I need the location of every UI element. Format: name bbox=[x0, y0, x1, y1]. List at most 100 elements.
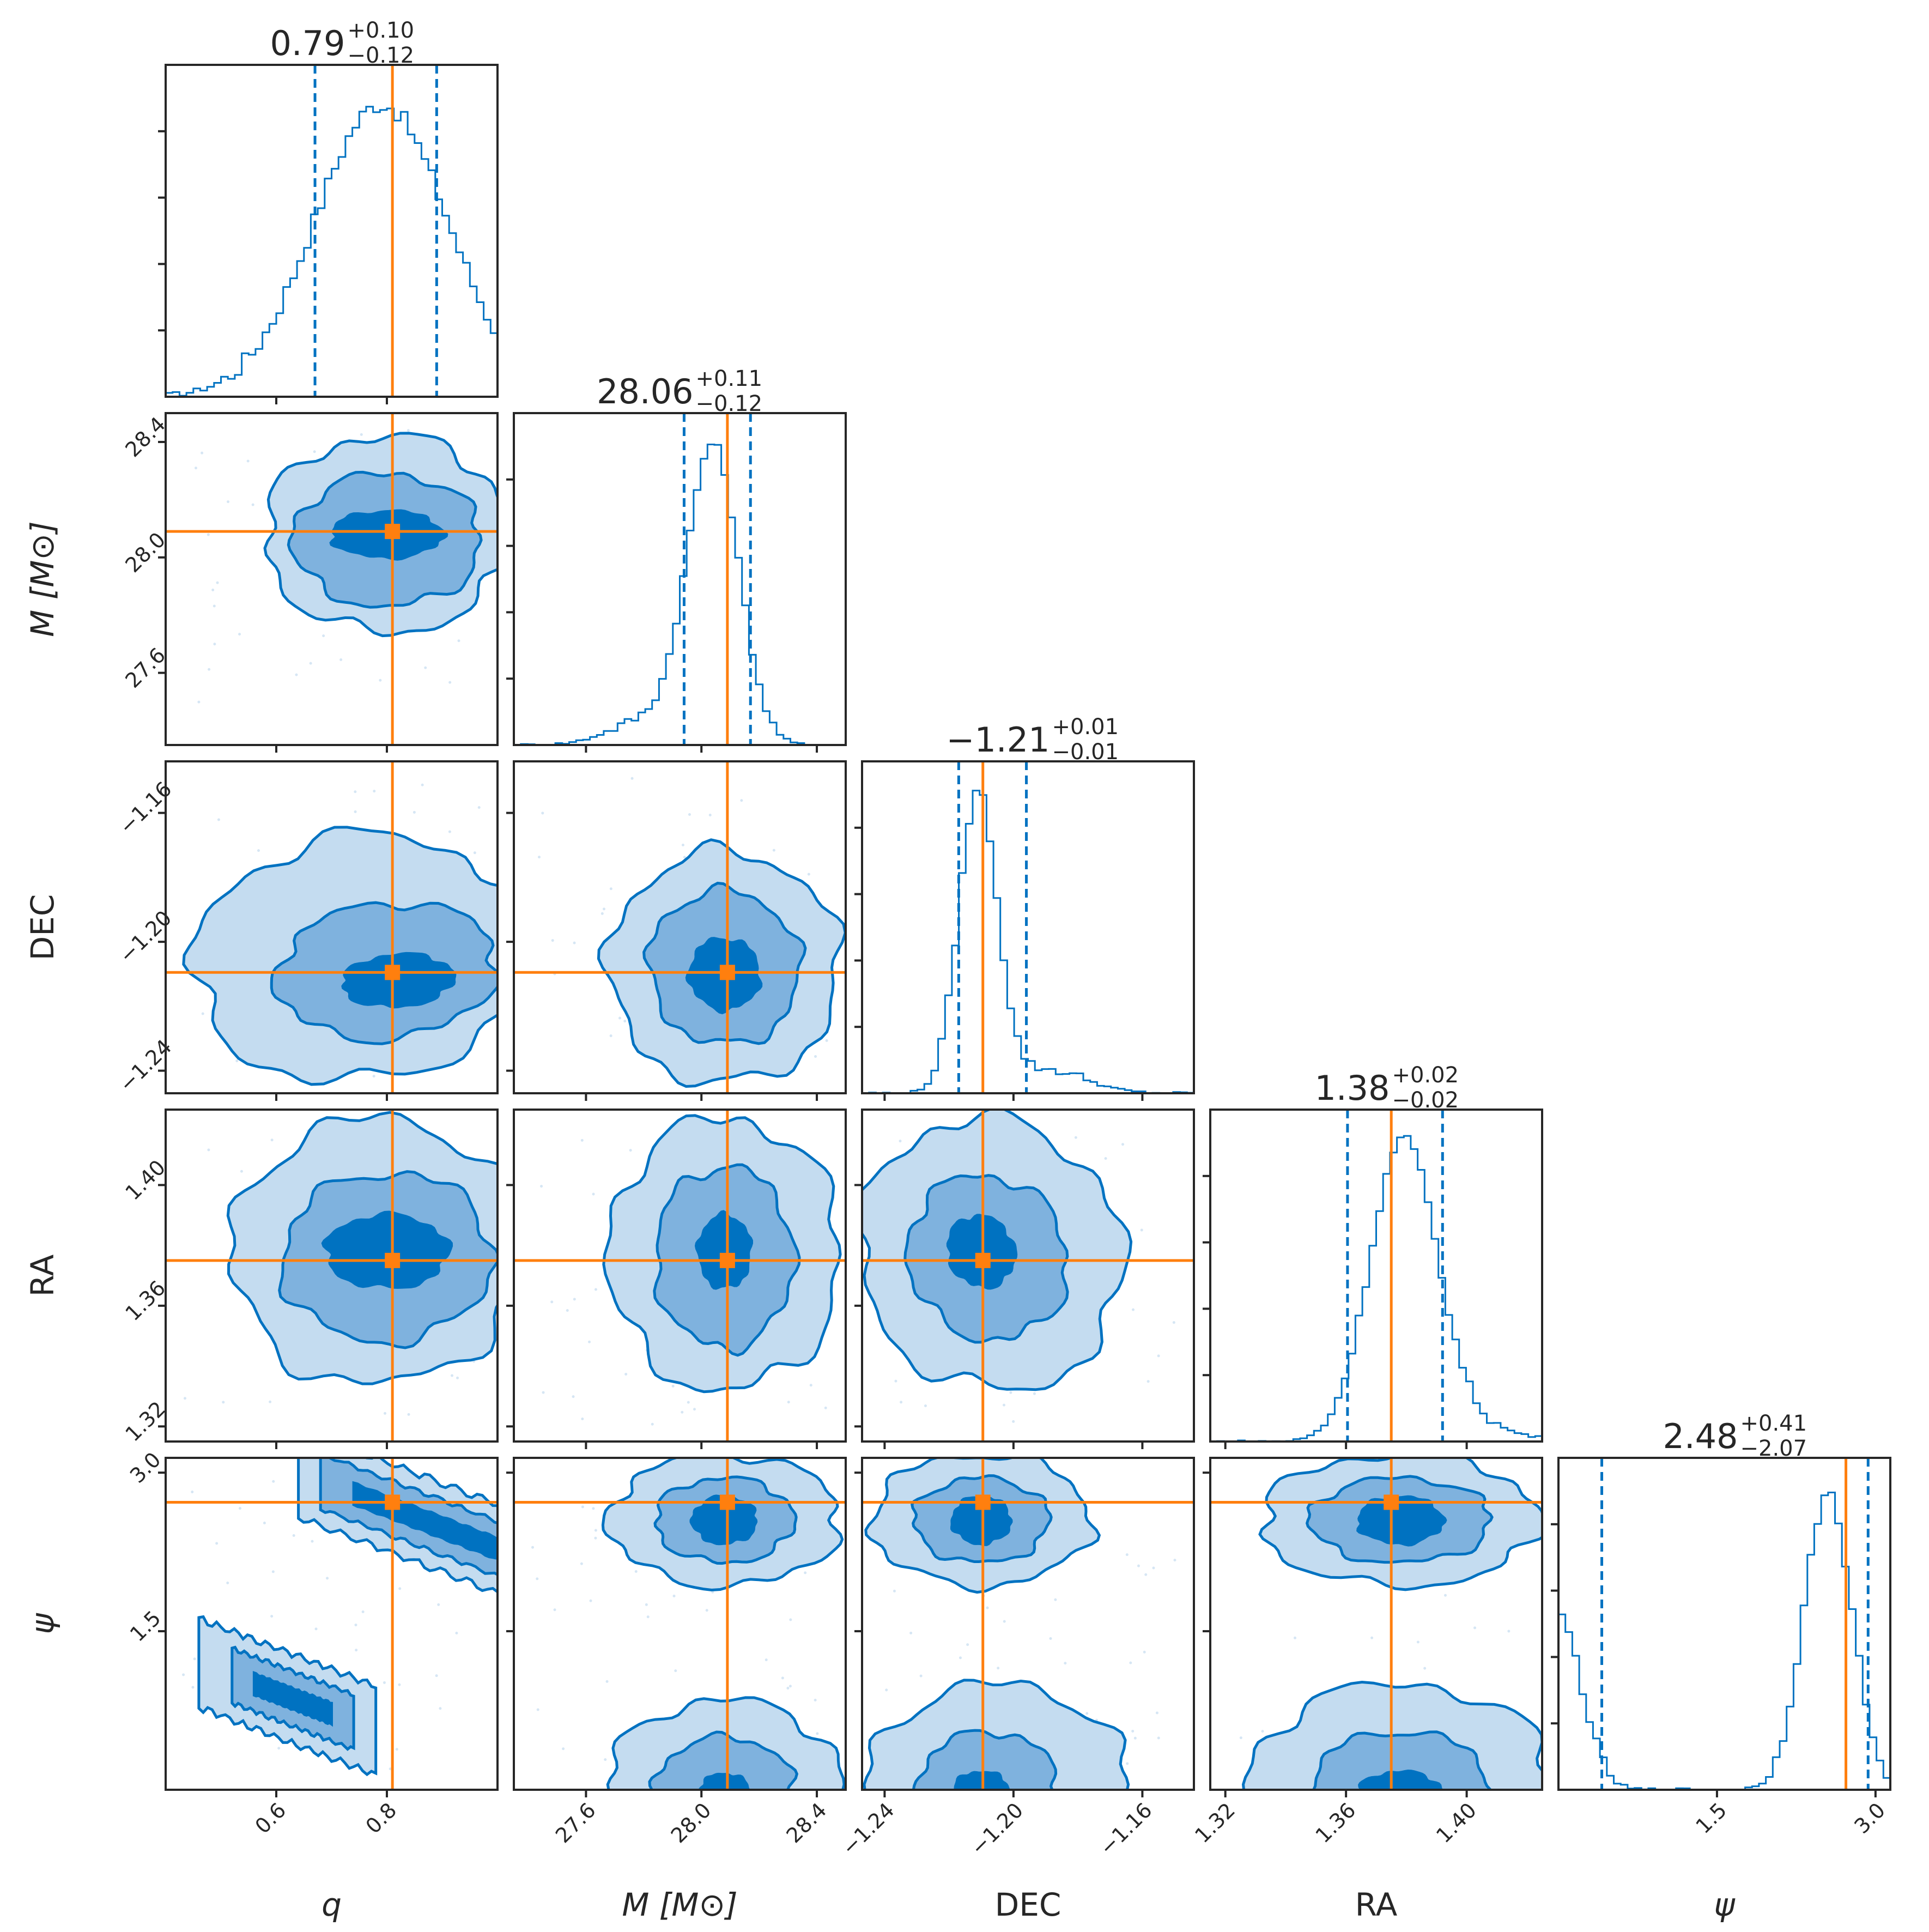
y-axis-label-M: M [M⊙] bbox=[24, 521, 61, 637]
title-plus: +0.41 bbox=[1740, 1411, 1807, 1436]
contour-level-3 bbox=[252, 1670, 333, 1727]
title-plus: +0.11 bbox=[696, 366, 763, 391]
title-M: 28.06 +0.11−0.12 bbox=[597, 366, 762, 416]
histogram-M bbox=[514, 444, 846, 745]
histogram-DEC bbox=[862, 790, 1194, 1093]
title-value: −1.21 bbox=[947, 720, 1050, 760]
title-DEC: −1.21 +0.01−0.01 bbox=[947, 714, 1119, 765]
title-plus: +0.02 bbox=[1392, 1063, 1459, 1088]
contour-low-level-3 bbox=[1357, 1769, 1443, 1790]
x-axis-label-RA: RA bbox=[1355, 1886, 1398, 1923]
contour-low-level-2 bbox=[912, 1729, 1058, 1790]
truth-marker bbox=[1384, 1494, 1399, 1510]
truth-marker bbox=[385, 1494, 401, 1510]
panel-frame bbox=[165, 64, 499, 398]
truth-marker bbox=[385, 524, 401, 540]
panel-DEC-psi: −1.24 −1.20 −1.16 bbox=[837, 1457, 1195, 1860]
contour-low-level-2 bbox=[1312, 1730, 1493, 1790]
panel-M-DEC bbox=[506, 760, 847, 1101]
y-tick-label: −1.16 bbox=[114, 777, 176, 839]
truth-marker bbox=[719, 1252, 735, 1268]
panel-M-RA bbox=[506, 1109, 847, 1449]
contour-low-level-2 bbox=[648, 1730, 799, 1790]
title-psi: 2.48 +0.41−2.07 bbox=[1663, 1411, 1807, 1461]
y-axis-label-DEC: DEC bbox=[24, 894, 61, 961]
x-tick-label: 1.40 bbox=[1431, 1798, 1481, 1848]
panel-frame bbox=[513, 1457, 847, 1791]
y-tick-label: −1.20 bbox=[114, 906, 176, 967]
y-tick-label: 1.40 bbox=[120, 1155, 170, 1205]
panel-q-RA: 1.32 1.36 1.40 bbox=[120, 1109, 499, 1449]
truth-marker bbox=[719, 965, 735, 980]
panel-RA-RA: 1.38 +0.02−0.02 bbox=[1203, 1063, 1543, 1449]
title-value: 1.38 bbox=[1314, 1068, 1390, 1108]
title-q: 0.79 +0.10−0.12 bbox=[270, 18, 414, 68]
x-tick-label: −1.20 bbox=[966, 1798, 1028, 1860]
x-axis-label-q: q bbox=[322, 1886, 342, 1923]
y-tick-label: 3.0 bbox=[125, 1448, 166, 1488]
y-axis-label-psi: ψ bbox=[24, 1613, 61, 1634]
panel-M-M: 28.06 +0.11−0.12 bbox=[506, 366, 847, 753]
panel-frame bbox=[861, 1109, 1195, 1443]
x-axis-label-DEC: DEC bbox=[995, 1886, 1061, 1923]
panel-q-M: 27.6 28.0 28.4 bbox=[120, 412, 499, 753]
x-tick-label: 1.32 bbox=[1190, 1798, 1240, 1848]
panel-frame bbox=[861, 760, 1195, 1094]
panel-frame bbox=[165, 412, 499, 746]
histogram-psi bbox=[1558, 1492, 1890, 1790]
panel-frame bbox=[165, 760, 499, 1094]
x-tick-label: 1.5 bbox=[1691, 1798, 1731, 1838]
y-tick-label: 1.5 bbox=[125, 1606, 166, 1646]
panel-frame bbox=[165, 1457, 499, 1791]
truth-marker bbox=[719, 1494, 735, 1510]
panel-frame bbox=[513, 412, 847, 746]
panel-q-q: 0.79 +0.10−0.12 bbox=[158, 18, 499, 404]
contour-level-3 bbox=[1356, 1495, 1447, 1547]
panel-M-psi: 27.6 28.0 28.4 bbox=[506, 1457, 847, 1848]
x-axis-label-psi: ψ bbox=[1714, 1886, 1736, 1923]
y-tick-label: 28.4 bbox=[120, 412, 170, 462]
contour-level-3 bbox=[341, 952, 457, 1009]
y-tick-label: 1.32 bbox=[120, 1397, 170, 1446]
x-tick-label: 28.0 bbox=[666, 1798, 716, 1848]
title-value: 0.79 bbox=[270, 23, 345, 63]
panel-RA-psi: 1.32 1.36 1.40 bbox=[1190, 1457, 1543, 1848]
y-tick-label: −1.24 bbox=[114, 1035, 176, 1097]
x-tick-label: −1.24 bbox=[837, 1798, 899, 1860]
truth-marker bbox=[975, 1494, 991, 1510]
truth-marker bbox=[975, 1252, 991, 1268]
panel-q-psi: 0.6 0.8 1.5 3.0 bbox=[125, 1448, 499, 1838]
panel-frame bbox=[513, 1109, 847, 1443]
title-RA: 1.38 +0.02−0.02 bbox=[1314, 1063, 1459, 1113]
x-tick-label: 27.6 bbox=[551, 1798, 600, 1848]
panel-frame bbox=[1209, 1457, 1543, 1791]
x-tick-label: −1.16 bbox=[1095, 1798, 1156, 1860]
title-plus: +0.10 bbox=[348, 18, 415, 43]
panel-frame bbox=[513, 760, 847, 1094]
y-tick-label: 1.36 bbox=[120, 1276, 170, 1325]
contour-level-3 bbox=[321, 1210, 453, 1289]
title-plus: +0.01 bbox=[1052, 714, 1119, 740]
panel-q-DEC: −1.24 −1.20 −1.16 bbox=[114, 760, 499, 1101]
y-tick-label: 28.0 bbox=[120, 528, 170, 577]
x-tick-label: 3.0 bbox=[1849, 1798, 1890, 1838]
contour-low-level-3 bbox=[698, 1772, 750, 1790]
title-value: 28.06 bbox=[597, 372, 694, 411]
panel-frame bbox=[1209, 1109, 1543, 1443]
x-tick-label: 0.6 bbox=[251, 1798, 291, 1838]
panel-DEC-RA bbox=[854, 1109, 1195, 1449]
y-axis-label-RA: RA bbox=[24, 1254, 61, 1297]
x-axis-label-M: M [M⊙] bbox=[622, 1886, 737, 1923]
truth-marker bbox=[385, 1252, 401, 1268]
histogram-RA bbox=[1210, 1135, 1542, 1442]
contour-level-3 bbox=[694, 1210, 753, 1290]
x-tick-label: 1.36 bbox=[1311, 1798, 1361, 1848]
y-tick-label: 27.6 bbox=[120, 643, 170, 693]
panel-DEC-DEC: −1.21 +0.01−0.01 bbox=[854, 714, 1195, 1101]
x-tick-label: 0.8 bbox=[361, 1798, 402, 1838]
panel-frame bbox=[861, 1457, 1195, 1791]
panel-frame bbox=[1557, 1457, 1891, 1791]
title-value: 2.48 bbox=[1663, 1416, 1738, 1456]
